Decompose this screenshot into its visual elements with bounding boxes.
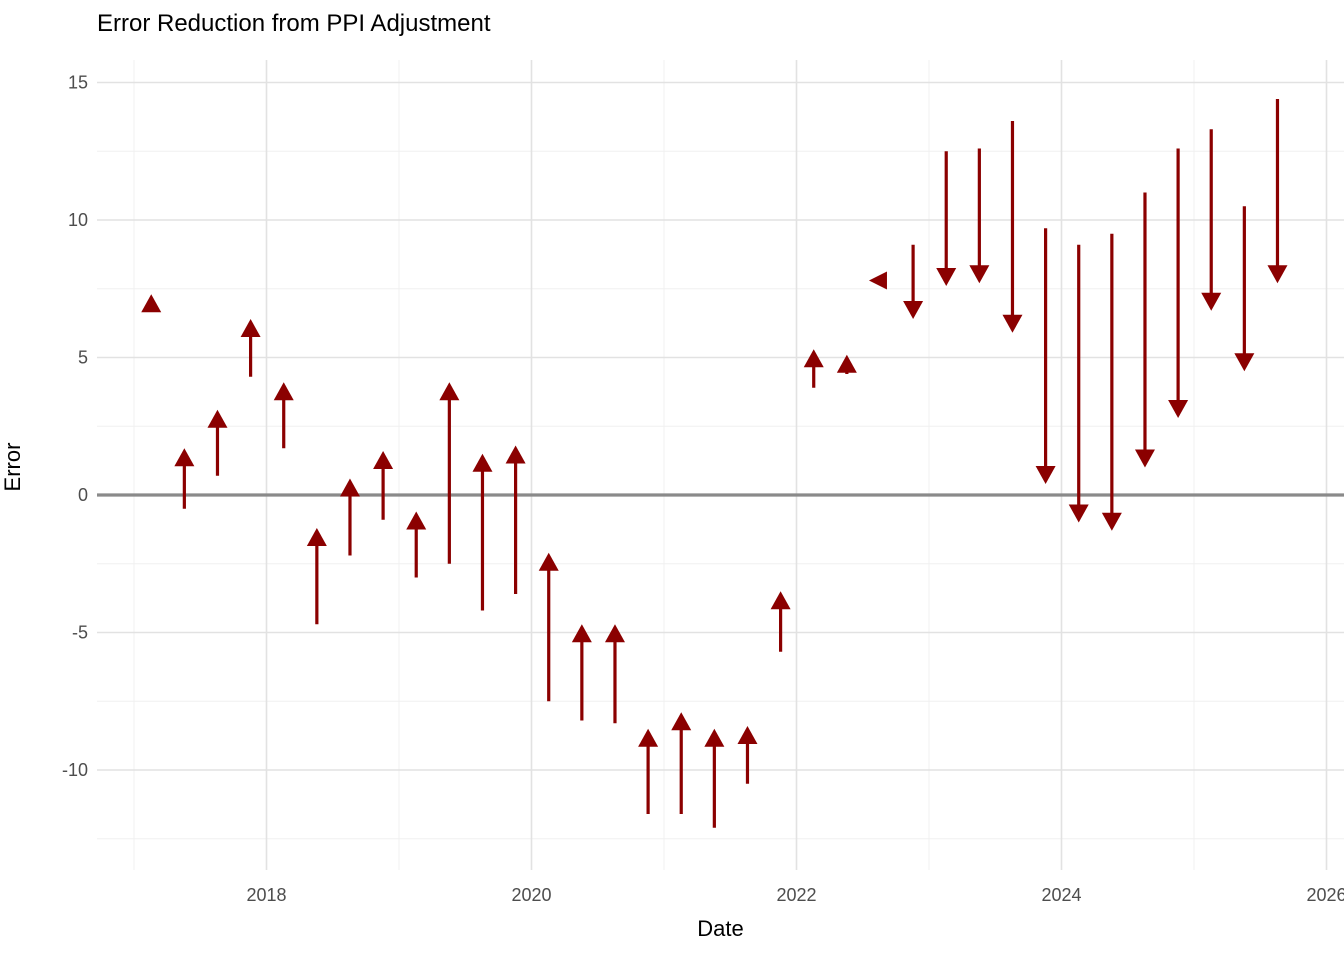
error-arrow-head: [439, 382, 460, 401]
error-arrow-head: [1168, 400, 1189, 418]
x-tick-label: 2026: [1306, 885, 1344, 905]
error-arrow-head: [406, 511, 427, 530]
error-arrow-head: [505, 445, 526, 464]
error-arrow-head: [373, 451, 394, 469]
error-arrow-head: [671, 712, 692, 731]
error-arrow-head: [704, 728, 725, 747]
x-tick-label: 2020: [511, 885, 551, 905]
error-arrow-head: [1101, 512, 1122, 531]
error-arrow-head: [936, 268, 957, 286]
chart-title: Error Reduction from PPI Adjustment: [97, 10, 491, 37]
error-arrow-head: [836, 354, 857, 373]
x-axis-title: Date: [697, 916, 744, 941]
error-arrow-head: [207, 409, 228, 428]
error-arrow-head: [339, 478, 360, 497]
y-tick-label: -10: [62, 760, 88, 780]
error-arrow-head: [737, 726, 758, 744]
error-arrow-head: [1035, 466, 1056, 484]
error-arrow-head: [770, 591, 791, 610]
error-arrow-head: [306, 528, 327, 546]
error-arrow-head: [1068, 504, 1089, 523]
x-tick-label: 2022: [776, 885, 816, 905]
error-arrow-head: [1134, 449, 1155, 468]
error-arrow-head: [472, 453, 493, 472]
error-arrow-head: [868, 271, 887, 290]
y-tick-label: -5: [72, 623, 88, 643]
y-tick-label: 0: [78, 485, 88, 505]
error-arrow-head: [1201, 292, 1222, 311]
error-arrow-head: [273, 382, 294, 401]
error-arrow-head: [571, 624, 592, 643]
y-tick-label: 15: [68, 73, 88, 93]
error-arrow-head: [1234, 353, 1255, 372]
error-arrow-head: [141, 294, 162, 313]
x-tick-label: 2024: [1041, 885, 1081, 905]
error-arrow-head: [604, 624, 625, 643]
y-tick-label: 5: [78, 348, 88, 368]
error-arrow-head: [1002, 314, 1023, 333]
error-arrow-head: [903, 301, 924, 319]
error-arrow-head: [638, 728, 659, 747]
error-arrow-head: [538, 552, 559, 571]
error-arrow-head: [1267, 265, 1288, 284]
error-arrow-head: [240, 319, 261, 337]
y-axis-title: Error: [0, 442, 25, 492]
error-arrow-head: [803, 349, 824, 368]
error-arrow-head: [174, 448, 195, 467]
x-tick-label: 2018: [246, 885, 286, 905]
y-tick-label: 10: [68, 210, 88, 230]
error-arrow-head: [969, 265, 990, 284]
